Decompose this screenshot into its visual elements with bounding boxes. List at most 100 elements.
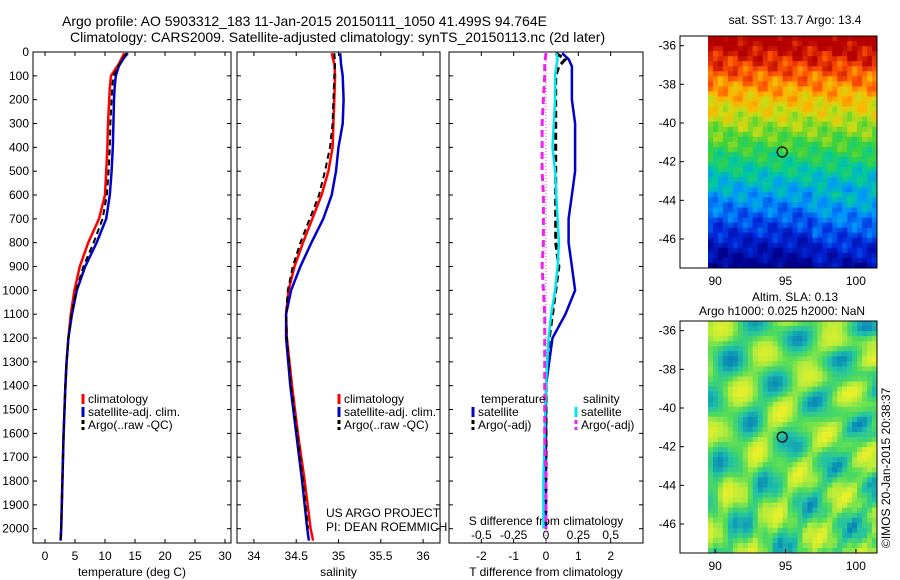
sst-map-cell <box>802 36 808 42</box>
sst-map-cell <box>847 41 853 47</box>
sla-map-cell <box>852 512 858 519</box>
sst-map-cell <box>827 76 833 82</box>
sla-map-cell <box>757 346 764 352</box>
sst-map-cell <box>852 96 858 103</box>
sla-map-cell <box>727 391 734 398</box>
sst-map-cell <box>827 147 833 153</box>
temp-legend-label: satellite-adj. clim. <box>88 405 180 419</box>
sst-map-cell <box>747 51 754 57</box>
sla-map-cell <box>817 462 823 468</box>
sla-map-cell <box>842 371 848 377</box>
sst-map-cell <box>752 116 759 123</box>
sst-map-cell <box>717 212 724 219</box>
sst-map-cell <box>832 141 838 148</box>
sla-map-cell <box>732 371 739 377</box>
sst-map-cell <box>832 76 838 82</box>
sst-map-cell <box>862 81 868 87</box>
sst-map-cell <box>832 157 838 163</box>
sst-map-cell <box>852 237 858 244</box>
sst-map-cell <box>777 96 784 103</box>
sst-map-cell <box>737 76 744 82</box>
sla-map-cell <box>722 457 729 463</box>
sla-map-cell <box>782 361 789 367</box>
sst-map-cell <box>762 76 769 82</box>
sst-map-cell <box>807 192 813 198</box>
sla-map-cell <box>772 331 779 337</box>
sst-map-cell <box>777 197 784 203</box>
sst-map-cell <box>708 136 714 143</box>
sla-map-cell <box>782 326 789 332</box>
sla-map-cell <box>862 371 868 377</box>
sst-map-cell <box>762 147 769 153</box>
sst-map-cell <box>827 187 833 193</box>
sst-map-cell <box>713 257 719 264</box>
sst-map-cell <box>782 152 789 158</box>
sla-map-cell <box>727 512 734 519</box>
sla-map-cell <box>837 492 843 499</box>
sla-map-cell <box>762 522 769 529</box>
sst-map-cell <box>787 227 794 234</box>
sst-map-cell <box>792 217 799 224</box>
sla-map-cell <box>792 416 799 423</box>
sla-map-cell <box>757 406 764 413</box>
sla-map-cell <box>797 482 804 488</box>
sla-map-cell <box>762 411 769 418</box>
sla-map-cell <box>708 381 714 388</box>
sst-map-cell <box>797 51 804 57</box>
sla-map-cell <box>708 437 714 443</box>
sst-map-cell <box>812 36 818 42</box>
sst-map-cell <box>802 162 808 168</box>
sst-map-cell <box>822 66 828 72</box>
sst-map-cell <box>867 96 873 103</box>
sla-map-cell <box>732 341 739 347</box>
sst-map-cell <box>862 187 868 193</box>
sla-map-cell <box>842 467 848 473</box>
sla-map-cell <box>767 542 774 549</box>
sst-map-cell <box>812 187 818 193</box>
depth-tick-label: 300 <box>9 117 29 131</box>
sla-map-cell <box>817 522 823 529</box>
sla-map-cell <box>787 507 794 514</box>
sst-map-cell <box>872 242 877 249</box>
sst-map-cell <box>802 136 808 143</box>
sla-map-cell <box>842 548 848 553</box>
sla-map-cell <box>832 457 838 463</box>
sst-map-cell <box>757 126 764 133</box>
sst-map-cell <box>852 247 858 254</box>
difference-xtick-label: 0 <box>543 549 550 563</box>
sla-map-cell <box>827 457 833 463</box>
sla-map-cell <box>807 452 813 458</box>
sla-map-cell <box>752 366 759 372</box>
sst-map-cell <box>872 46 877 52</box>
sst-map-cell <box>757 116 764 123</box>
sla-map-cell <box>752 341 759 347</box>
sla-map-cell <box>737 447 744 453</box>
sla-map-cell <box>782 336 789 342</box>
sla-map-cell <box>708 532 714 539</box>
sst-map-cell <box>787 222 794 229</box>
sla-map-cell <box>708 406 714 413</box>
sst-map-cell <box>832 263 838 268</box>
sla-map-cell <box>742 522 749 529</box>
sla-map-cell <box>802 411 808 418</box>
sst-map-cell <box>757 81 764 87</box>
sla-map-cell <box>797 447 804 453</box>
sla-map-cell <box>822 432 828 438</box>
sst-map-cell <box>797 182 804 188</box>
sst-map-cell <box>787 212 794 219</box>
sla-map-cell <box>832 321 838 327</box>
sla-map-cell <box>867 396 873 403</box>
sst-map-cell <box>862 66 868 72</box>
sla-map-cell <box>862 391 868 398</box>
sst-map-cell <box>857 162 863 168</box>
sst-map-cell <box>732 177 739 183</box>
sst-map-cell <box>772 232 779 239</box>
sla-map-cell <box>847 452 853 458</box>
sst-map-cell <box>767 157 774 163</box>
sst-map-cell <box>857 212 863 219</box>
sst-map-cell <box>857 182 863 188</box>
sst-map-cell <box>737 46 744 52</box>
sla-map-cell <box>867 336 873 342</box>
sla-map-cell <box>867 502 873 509</box>
sst-map-cell <box>727 252 734 259</box>
